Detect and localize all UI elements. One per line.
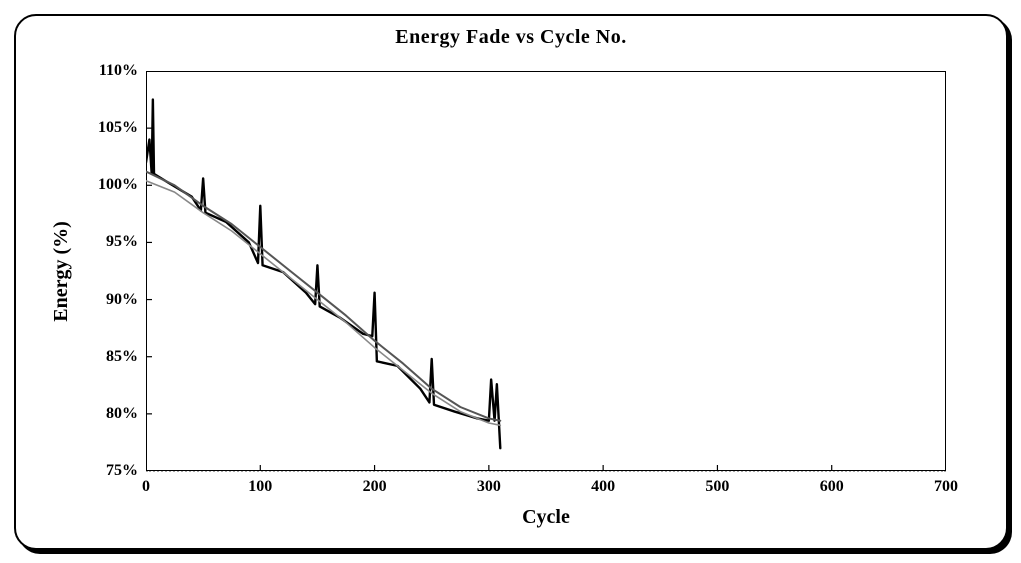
- chart-title: Energy Fade vs Cycle No.: [16, 26, 1006, 49]
- chart-frame: Energy Fade vs Cycle No. Energy (%) Cycl…: [14, 14, 1008, 550]
- y-axis-title: Energy (%): [46, 71, 76, 471]
- x-tick-label: 700: [934, 478, 958, 496]
- y-tick-label: 110%: [88, 62, 138, 80]
- x-tick-label: 300: [477, 478, 501, 496]
- x-tick-label: 500: [705, 478, 729, 496]
- x-tick-label: 100: [248, 478, 272, 496]
- y-tick-label: 75%: [88, 462, 138, 480]
- x-tick-label: 600: [820, 478, 844, 496]
- plot-area: [146, 71, 946, 471]
- y-tick-label: 85%: [88, 348, 138, 366]
- y-tick-label: 100%: [88, 176, 138, 194]
- series-energy-fade-c: [146, 181, 500, 426]
- y-tick-label: 80%: [88, 405, 138, 423]
- x-tick-label: 200: [363, 478, 387, 496]
- y-tick-label: 105%: [88, 119, 138, 137]
- x-tick-label: 400: [591, 478, 615, 496]
- x-tick-label: 0: [142, 478, 150, 496]
- series-energy-fade-a: [146, 100, 500, 449]
- y-tick-label: 90%: [88, 291, 138, 309]
- y-axis-title-text: Energy (%): [50, 221, 73, 322]
- x-axis-title: Cycle: [146, 506, 946, 529]
- plot-svg: [146, 71, 946, 471]
- y-tick-label: 95%: [88, 233, 138, 251]
